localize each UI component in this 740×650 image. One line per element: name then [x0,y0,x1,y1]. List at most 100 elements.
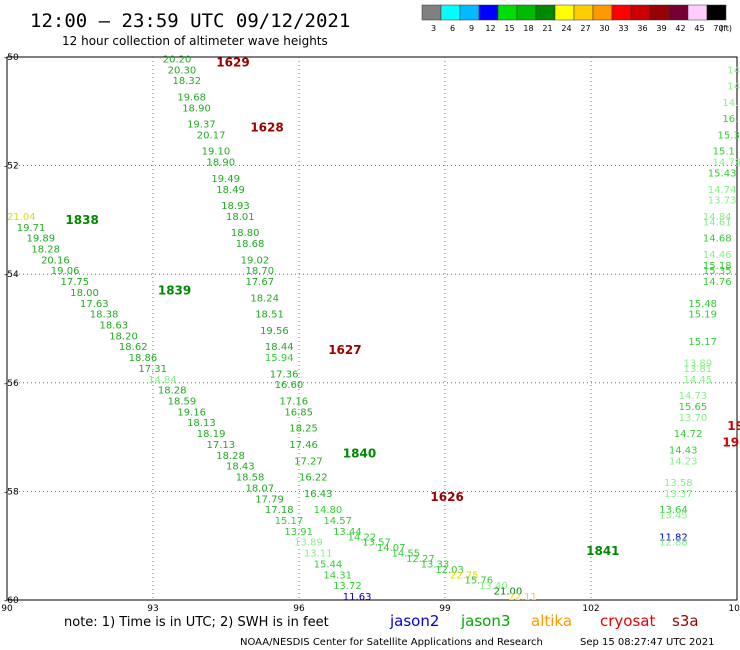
wave-height-label: 18.93 [221,201,250,212]
wave-height-label: 12.27 [406,554,435,565]
wave-height-label: 19.68 [177,92,206,103]
legend-value: 39 [656,24,666,33]
wave-height-label: 15.17 [688,337,717,348]
wave-height-label: 13.44 [333,527,362,538]
wave-height-label: 13.89 [683,359,712,370]
wave-height-label: 16.60 [275,380,304,391]
pass-number-label: 195 [727,419,740,433]
wave-height-label: 15.35 [703,266,732,277]
pass-number-label: 1839 [158,283,191,297]
legend-swatch [573,4,594,21]
legend-swatch [554,4,575,21]
wave-height-label: 15.17 [275,516,304,527]
wave-height-label: 14. [727,65,740,76]
wave-height-label: 15.1 [713,147,735,158]
legend-swatch [668,4,689,21]
wave-height-label: 18.62 [119,342,148,353]
wave-height-label: 17.27 [294,456,323,467]
wave-height-label: 13.11 [304,549,333,560]
wave-height-label: 22.11 [508,592,537,603]
wave-height-label: 13.91 [284,527,313,538]
wave-height-label: 13.89 [294,538,323,549]
legend-value: 70 [713,24,723,33]
wave-height-label: 13.64 [659,505,688,516]
wave-height-label: 14.84 [148,375,177,386]
wave-height-label: 15.94 [265,353,294,364]
wave-height-label: 13.73 [708,196,737,207]
wave-height-label: 19.56 [260,326,289,337]
wave-height-label: 17.16 [280,397,309,408]
pass-number-label: 1626 [430,490,463,504]
legend-value: 30 [599,24,609,33]
wave-height-label: 13.58 [664,478,693,489]
wave-height-label: 17.18 [265,505,294,516]
wave-height-label: 20.17 [197,130,226,141]
x-tick-label: 99 [439,604,451,614]
wave-height-label: 15.18 [703,261,732,272]
wave-height-label: 18.07 [245,483,274,494]
wave-height-label: 19.16 [177,407,206,418]
wave-height-label: 14.80 [314,505,343,516]
wave-height-label: 21.04 [7,212,36,223]
legend-value: 27 [580,24,590,33]
wave-height-label: 13.72 [333,581,362,592]
wave-height-label: 22.75 [450,570,479,581]
legend-value: 15 [504,24,514,33]
y-tick-label: -60 [4,596,19,606]
wave-height-label: 12.03 [435,565,464,576]
wave-height-label: 14.46 [703,250,732,261]
wave-height-label: 18.25 [289,424,318,435]
wave-height-label: 15.44 [314,559,343,570]
grid-lines [7,57,737,600]
wave-height-label: 17.79 [255,494,284,505]
footer-note: note: 1) Time is in UTC; 2) SWH is in fe… [64,615,329,630]
wave-height-label: 14.45 [683,375,712,386]
wave-height-label: 14.76 [703,277,732,288]
legend-swatch [459,4,480,21]
wave-height-label: 14.74 [708,185,737,196]
wave-height-label: 20.20 [163,54,192,65]
satellite-altika: altika [531,612,572,630]
wave-height-label: 19.02 [241,255,270,266]
satellite-s3a: s3a [672,612,699,630]
wave-height-label: 14.23 [669,456,698,467]
wave-height-label: 14.79 [713,158,740,169]
wave-height-label: 14.22 [348,532,377,543]
wave-height-label: 18.80 [231,228,260,239]
wave-height-label: 18.20 [109,331,138,342]
wave-height-label: 18.00 [70,288,99,299]
footer-credit: NOAA/NESDIS Center for Satellite Applica… [240,637,543,648]
wave-height-label: 15.3 [718,130,740,141]
y-tick-label: -50 [4,53,19,63]
x-tick-label: 96 [293,604,305,614]
pass-number-label: 1840 [343,446,376,460]
wave-height-label: 18.44 [265,342,294,353]
wave-height-label: 18.32 [172,76,201,87]
wave-height-label: 14.68 [703,234,732,245]
axis-ticks: 90 93 96 99 102 105 -50 -52 -54 -56 -58 -60 [1,53,740,614]
wave-height-label: 13.45 [659,511,688,522]
wave-height-label: 17.36 [270,369,299,380]
legend-value: 6 [450,24,455,33]
wave-height-label: 11.63 [343,592,372,603]
satellite-cryosat: cryosat [600,612,655,630]
wave-height-label: 18.24 [250,293,279,304]
x-tick-label: 102 [582,604,599,614]
legend-value: 33 [618,24,628,33]
legend-swatch [592,4,613,21]
data-points: 20.2020.3018.3219.6818.9019.3720.1719.10… [7,54,740,603]
legend-swatch [421,4,442,21]
wave-height-label: 18.19 [197,429,226,440]
satellite-legend: jason2 jason3 altika cryosat s3a [389,612,699,630]
wave-height-label: 13.33 [421,559,450,570]
wave-height-label: 14.61 [703,217,732,228]
legend-unit: (ft) [720,24,732,33]
legend-swatch [687,4,708,21]
legend-value: 12 [485,24,495,33]
wave-height-label: 18.90 [207,158,236,169]
wave-height-label: 16.85 [284,407,313,418]
legend-value: 18 [523,24,533,33]
legend-swatch [630,4,651,21]
legend-swatch [516,4,537,21]
